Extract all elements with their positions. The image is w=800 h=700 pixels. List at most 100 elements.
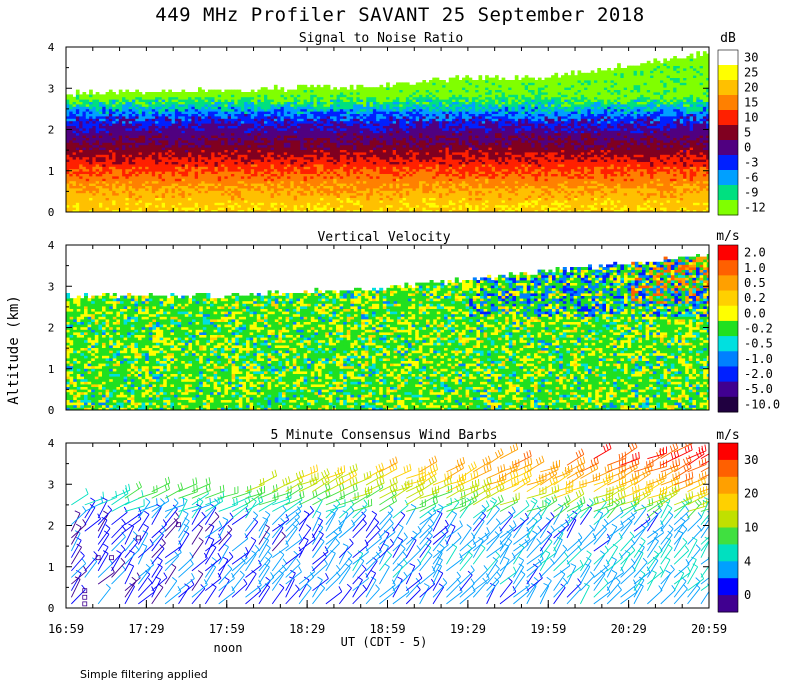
snr-cell — [207, 159, 212, 162]
snr-cell — [382, 207, 387, 210]
snr-cell — [372, 87, 377, 90]
snr-cell — [181, 140, 186, 143]
snr-cell — [194, 161, 199, 165]
snr-cell — [363, 108, 367, 112]
snr-cell — [316, 94, 321, 98]
snr-cell — [108, 92, 113, 95]
snr-cell — [112, 190, 116, 194]
snr-cell — [92, 183, 97, 186]
snr-cell — [254, 200, 258, 203]
snr-cell — [217, 159, 222, 162]
snr-cell — [89, 152, 93, 155]
snr-cell — [369, 190, 374, 194]
snr-cell — [82, 173, 87, 177]
snr-cell — [280, 190, 285, 194]
snr-cell — [85, 161, 90, 165]
snr-cell — [204, 161, 209, 165]
snr-cell — [247, 147, 252, 150]
snr-cell — [283, 188, 288, 191]
snr-cell — [310, 195, 314, 198]
snr-cell — [313, 185, 318, 189]
snr-cell — [376, 94, 380, 98]
snr-cell — [343, 207, 347, 210]
snr-cell — [353, 89, 357, 93]
snr-cell — [379, 200, 384, 203]
snr-cell — [217, 106, 222, 110]
snr-cell — [95, 140, 100, 143]
snr-cell — [224, 152, 229, 155]
snr-cell — [356, 166, 361, 170]
snr-cell — [171, 195, 176, 198]
snr-cell — [115, 132, 120, 136]
snr-cell — [178, 94, 182, 98]
snr-cell — [204, 190, 209, 194]
snr-cell — [237, 123, 242, 126]
snr-cell — [244, 101, 248, 105]
snr-cell — [326, 135, 331, 138]
snr-cell — [283, 156, 288, 160]
snr-cell — [356, 108, 361, 112]
snr-cell — [372, 185, 377, 189]
snr-cell — [316, 183, 321, 186]
snr-cell — [320, 183, 324, 186]
snr-cell — [287, 183, 291, 186]
snr-cell — [224, 185, 229, 189]
snr-cell — [356, 125, 361, 129]
snr-cell — [105, 111, 110, 114]
snr-cell — [191, 96, 196, 100]
snr-cell — [280, 135, 285, 138]
snr-cell — [171, 183, 176, 186]
snr-cell — [227, 185, 232, 189]
snr-cell — [145, 202, 149, 206]
snr-cell — [178, 137, 182, 141]
snr-cell — [128, 116, 133, 119]
snr-cell — [270, 176, 275, 179]
snr-cell — [231, 104, 235, 107]
snr-cell — [181, 142, 186, 146]
snr-cell — [280, 125, 285, 129]
snr-cell — [75, 92, 80, 95]
snr-cell — [125, 195, 130, 198]
snr-cell — [267, 152, 271, 155]
snr-cell — [326, 202, 331, 206]
snr-cell — [363, 183, 367, 186]
snr-cell — [198, 142, 202, 146]
snr-cell — [359, 178, 364, 182]
snr-cell — [204, 132, 209, 136]
snr-cell — [369, 113, 374, 117]
snr-cell — [240, 111, 245, 114]
snr-cell — [148, 188, 153, 191]
snr-cell — [343, 111, 347, 114]
snr-cell — [303, 197, 308, 201]
snr-cell — [92, 200, 97, 203]
snr-cell — [132, 195, 136, 198]
snr-cell — [168, 92, 172, 95]
snr-cell — [155, 99, 159, 102]
snr-cell — [287, 99, 291, 102]
snr-cell — [66, 161, 70, 165]
snr-cell — [171, 96, 176, 100]
snr-cell — [151, 132, 156, 136]
snr-cell — [89, 207, 93, 210]
snr-cell — [207, 204, 212, 208]
snr-cell — [165, 142, 169, 146]
snr-cell — [330, 185, 334, 189]
snr-cell — [290, 120, 295, 124]
snr-cell — [108, 144, 113, 148]
snr-cell — [300, 188, 304, 191]
snr-cell — [326, 176, 331, 179]
snr-cell — [356, 192, 361, 196]
snr-cell — [174, 200, 179, 203]
snr-cell — [217, 108, 222, 112]
snr-cell — [300, 128, 304, 131]
snr-cell — [125, 168, 130, 172]
snr-cell — [237, 128, 242, 131]
snr-cell — [369, 96, 374, 100]
snr-cell — [141, 180, 146, 184]
snr-cell — [135, 132, 139, 136]
snr-cell — [125, 164, 130, 167]
snr-cell — [135, 156, 139, 160]
snr-cell — [122, 192, 126, 196]
snr-cell — [359, 116, 364, 119]
snr-cell — [270, 106, 275, 110]
